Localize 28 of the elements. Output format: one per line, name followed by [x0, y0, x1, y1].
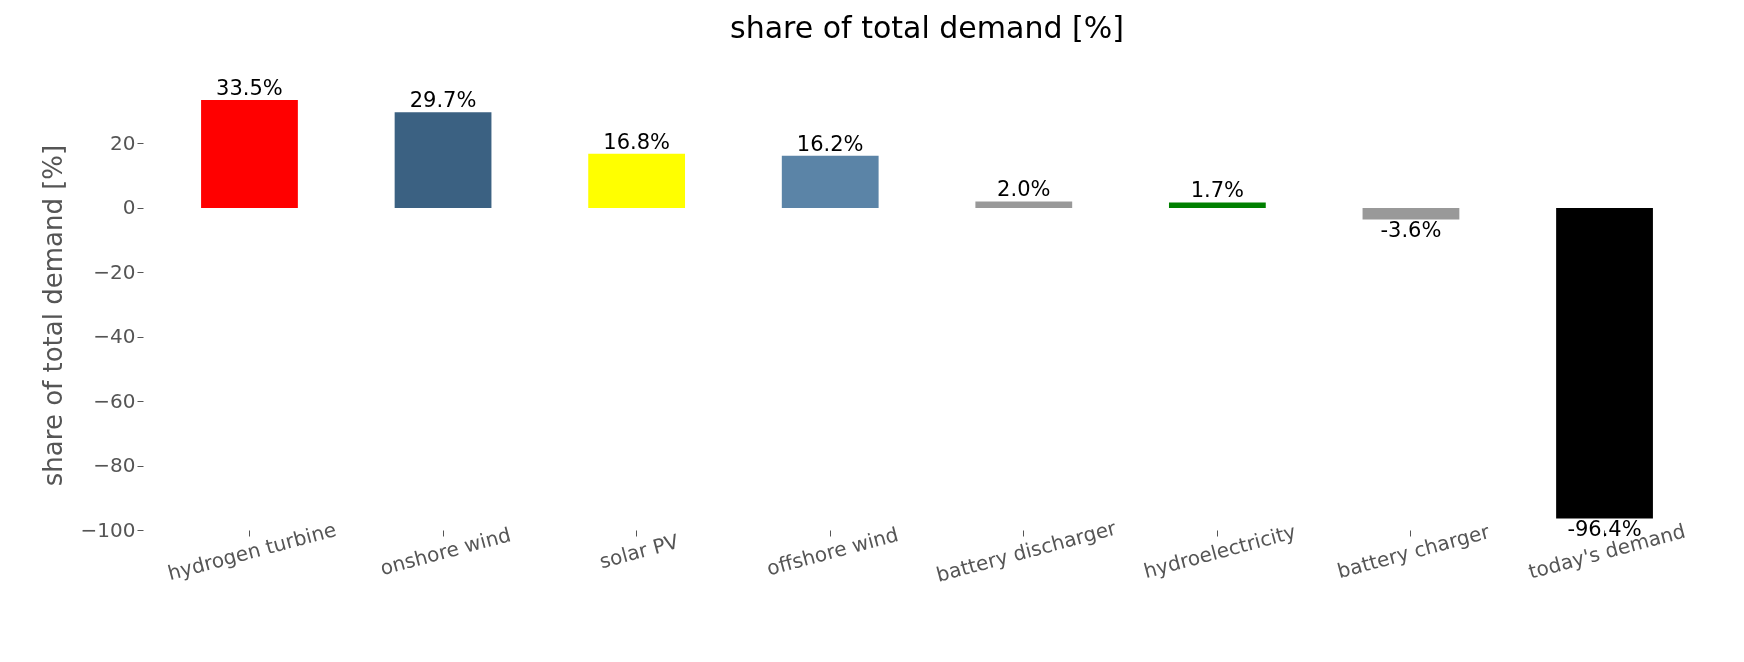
bar — [394, 112, 492, 208]
bar — [201, 100, 298, 208]
data-label: 2.0% — [997, 177, 1051, 202]
bar — [975, 201, 1073, 208]
bar — [1168, 202, 1266, 208]
bar — [781, 155, 879, 208]
y-axis-title: share of total demand [%] — [37, 144, 68, 487]
y-tick-label: −20 — [93, 259, 136, 284]
data-label: 29.7% — [409, 88, 477, 113]
y-tick-label: −100 — [80, 517, 136, 542]
y-tick-label: 20 — [110, 130, 136, 155]
y-tick-label: −60 — [93, 388, 136, 413]
data-label: 16.8% — [603, 129, 670, 154]
chart-title: share of total demand [%] — [730, 10, 1124, 45]
x-tick-label: offshore wind — [764, 522, 901, 581]
data-label: 1.7% — [1190, 178, 1245, 203]
y-tick-label: 0 — [122, 195, 136, 220]
x-tick-label: solar PV — [596, 529, 682, 574]
data-label: -3.6% — [1380, 218, 1442, 243]
x-tick-label: onshore wind — [377, 522, 514, 581]
y-tick-label: −80 — [93, 453, 136, 478]
bar — [1362, 207, 1460, 220]
x-tick-label: battery charger — [1334, 519, 1493, 584]
data-label: 33.5% — [216, 76, 283, 100]
bar — [588, 153, 686, 208]
data-label: 16.2% — [796, 131, 864, 156]
y-tick-label: −40 — [93, 324, 136, 349]
bar — [1556, 207, 1653, 519]
